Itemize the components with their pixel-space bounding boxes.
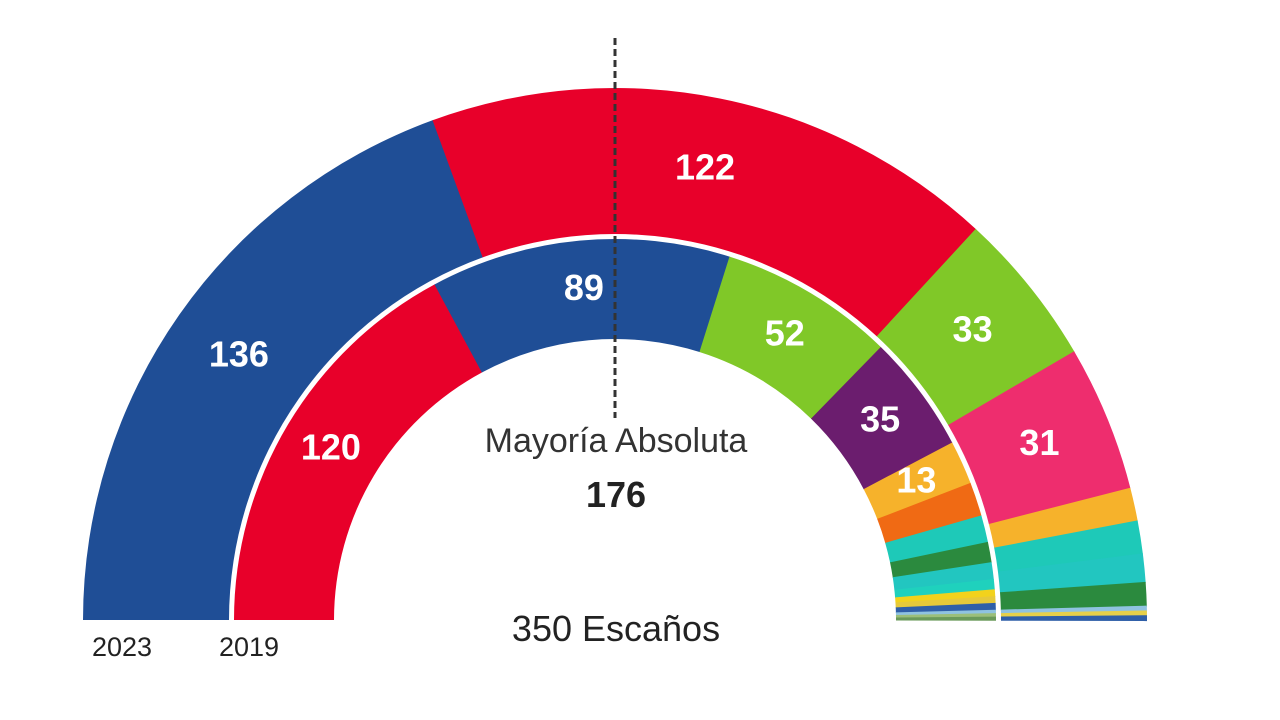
segment-2019-cc [895,596,996,608]
segment-2019-teruel-existe [895,616,996,621]
segment-2019-eh-bildu [892,562,994,591]
seat-count-label: 35 [860,398,900,439]
seat-count-label: 120 [301,427,361,468]
ring-2019 [234,239,996,621]
segment-2019-vox [699,256,882,420]
seat-count-label: 31 [1019,422,1059,463]
segment-2023-junts [994,520,1143,573]
segment-2019-cs [877,482,982,544]
segment-2019-psoe [234,284,483,620]
segment-2019-up [811,346,953,490]
segment-2019-pp [434,239,731,373]
seat-count-label: 89 [564,267,604,308]
year-label-2019: 2019 [219,632,280,662]
seat-count-label: 33 [953,309,993,350]
majority-title: Mayoría Absoluta [484,422,748,460]
segment-2023-pp [83,119,484,620]
segment-2019-jxcat [885,515,989,563]
segment-2023-erc [988,487,1138,549]
segment-2023-vox [876,228,1075,426]
segment-2019-m-s-pa-s [894,579,995,598]
segment-2019-cup [895,589,996,603]
total-seats-label: 350 Escaños [511,608,721,649]
segment-2023-eh-bildu [997,553,1146,594]
seat-count-label: 13 [896,460,936,501]
segment-2023-psoe [432,88,977,337]
year-label-2023: 2023 [92,632,153,662]
segment-labels: 136 122 33 31 120 89 52 35 13 [209,146,1060,500]
seat-count-label: 136 [209,333,269,374]
segment-2019-pnv [890,541,992,578]
majority-value: 176 [585,474,647,515]
seat-count-label: 52 [765,312,805,353]
seat-count-label: 122 [675,146,735,187]
segment-2019-erc [863,442,971,520]
segment-2023-pnv [1000,581,1147,611]
segment-2023-upn [1000,615,1147,622]
segment-2023-sumar [948,351,1131,525]
ring-2023 [83,88,1147,622]
